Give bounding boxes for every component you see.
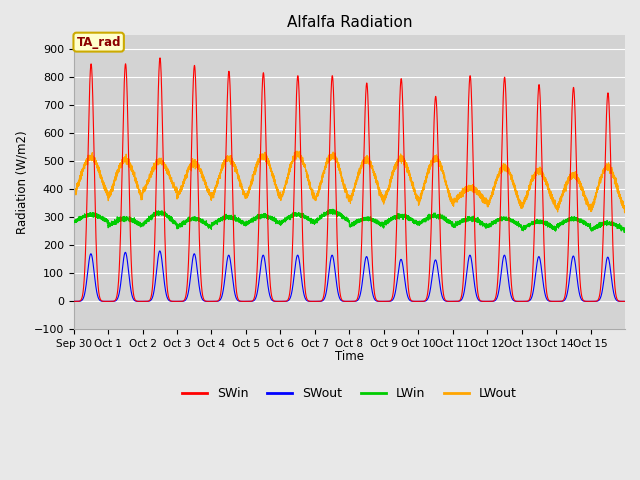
Line: LWin: LWin <box>74 209 625 232</box>
LWin <box>239 219 247 225</box>
LWin <box>70 221 77 227</box>
SWin <box>239 299 247 304</box>
SWin <box>70 299 77 304</box>
LWin <box>484 222 492 228</box>
Line: SWout: SWout <box>74 251 625 301</box>
LWout <box>70 192 77 198</box>
SWout <box>239 299 247 304</box>
SWout <box>89 260 97 265</box>
SWin <box>484 299 492 304</box>
SWout <box>70 299 77 304</box>
SWin <box>156 55 164 61</box>
LWin <box>329 206 337 212</box>
LWout <box>621 210 628 216</box>
SWout <box>621 299 629 304</box>
LWout <box>212 184 220 190</box>
Line: SWin: SWin <box>74 58 625 301</box>
LWin <box>89 211 97 216</box>
Title: Alfalfa Radiation: Alfalfa Radiation <box>287 15 412 30</box>
Text: TA_rad: TA_rad <box>76 36 121 48</box>
SWin <box>317 298 325 304</box>
LWout <box>621 208 629 214</box>
SWout <box>156 248 164 254</box>
Legend: SWin, SWout, LWin, LWout: SWin, SWout, LWin, LWout <box>177 383 522 406</box>
Y-axis label: Radiation (W/m2): Radiation (W/m2) <box>15 131 28 234</box>
LWout <box>484 200 492 205</box>
LWout <box>292 148 300 154</box>
LWin <box>317 216 325 221</box>
SWout <box>484 299 492 304</box>
LWin <box>620 229 628 235</box>
X-axis label: Time: Time <box>335 350 364 363</box>
SWout <box>550 299 558 304</box>
LWin <box>550 224 558 230</box>
LWout <box>239 192 247 197</box>
LWout <box>317 181 325 187</box>
SWout <box>212 299 220 304</box>
SWin <box>89 102 97 108</box>
SWin <box>550 299 558 304</box>
SWin <box>212 299 220 304</box>
LWout <box>550 203 558 209</box>
LWin <box>621 228 629 234</box>
LWout <box>89 155 97 160</box>
Line: LWout: LWout <box>74 151 625 213</box>
SWout <box>317 299 325 304</box>
LWin <box>212 218 220 224</box>
SWin <box>621 299 629 304</box>
